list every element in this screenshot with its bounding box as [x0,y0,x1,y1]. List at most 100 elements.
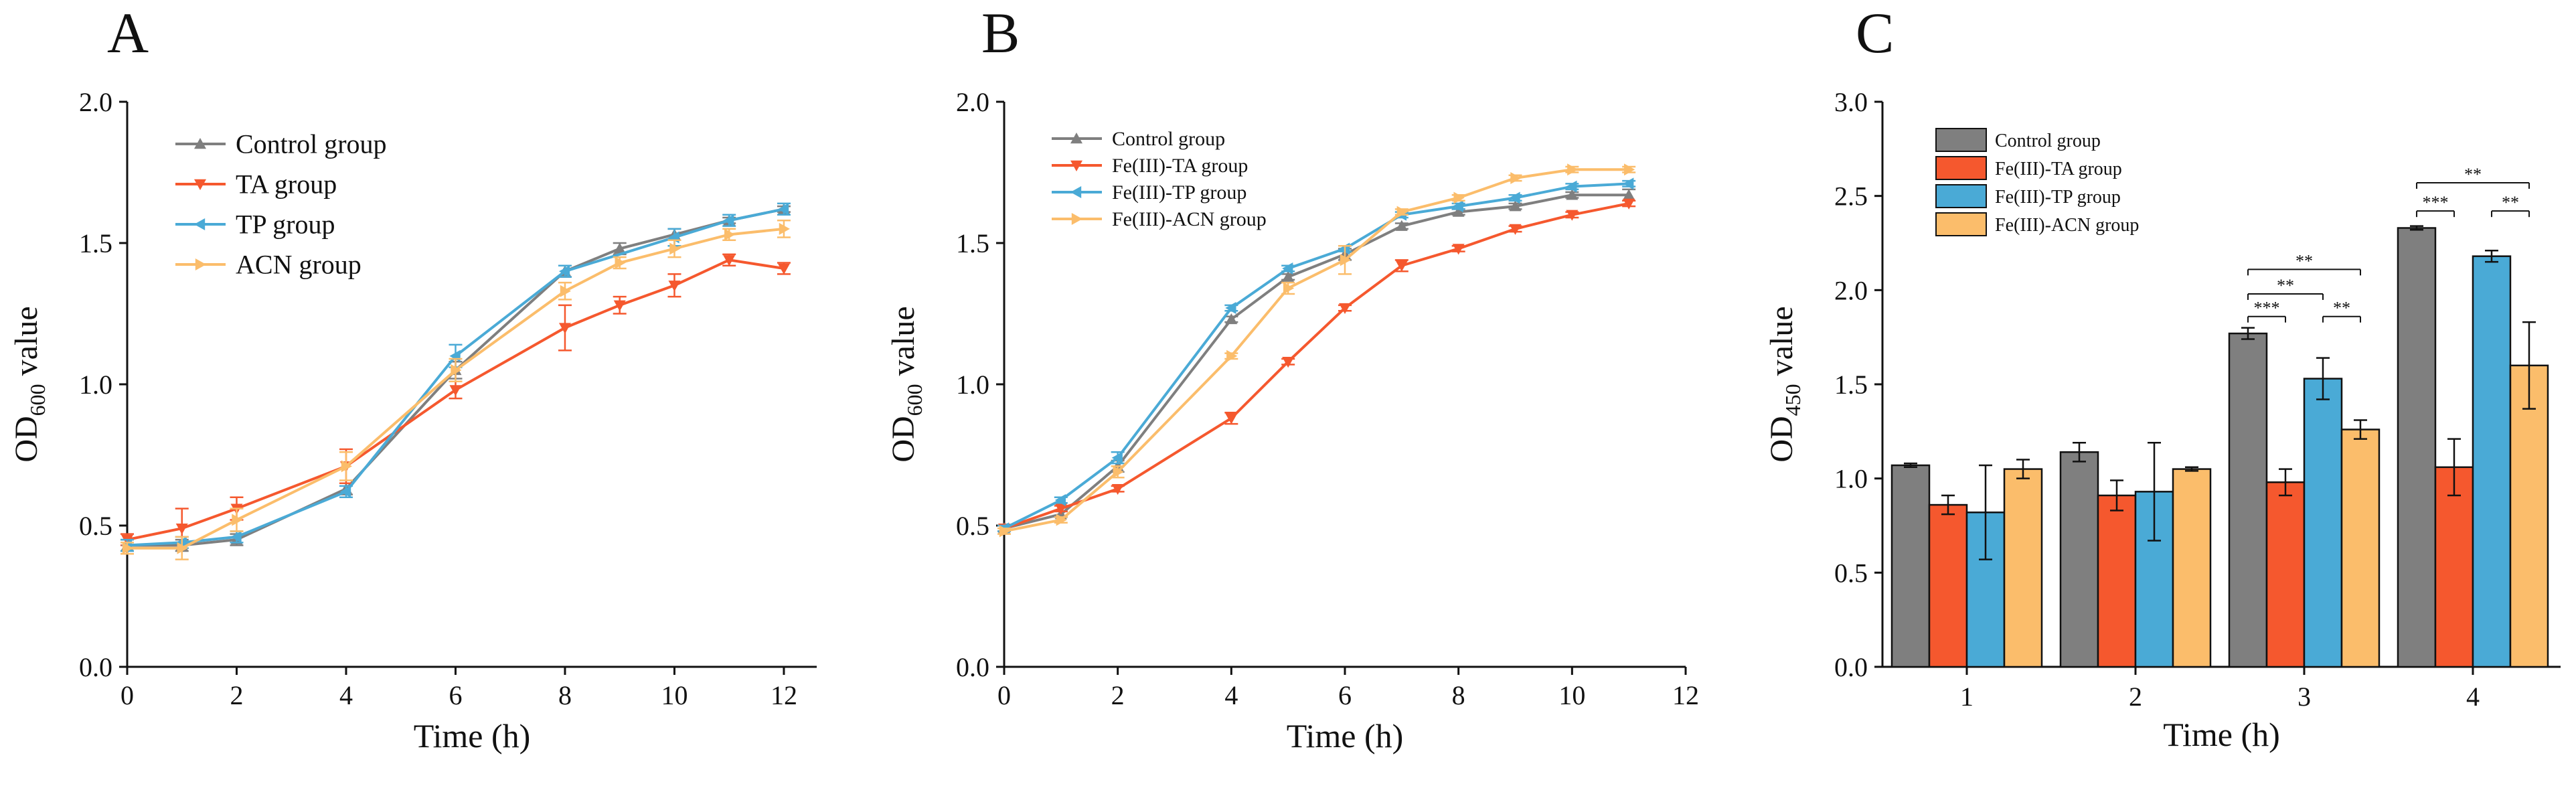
series-control-group [1890,225,2437,668]
panel-a-chart: 0 2 4 6 8 10 12 0.0 0.5 1.0 1.5 2.0 Time (h) OD600 va… [9,87,817,755]
data-point [1566,210,1579,221]
legend-label: Control group [236,129,387,159]
legend-marker [194,138,206,149]
legend-label: Fe(III)-TA group [1112,155,1248,177]
series-fe-iii-tp-group [1965,250,2512,668]
y-axis-title-main: OD [886,416,921,462]
x-tick-label: 10 [1558,680,1585,710]
data-point [1509,200,1522,212]
series-ta-group [120,253,791,550]
data-point [341,460,352,473]
data-point [1283,282,1295,295]
series-line [127,208,785,547]
x-tick-label: 6 [1338,680,1352,710]
legend: Control group TA group TP group ACN group [175,129,387,280]
data-point [1054,494,1066,507]
series-control-group [997,188,1636,534]
bar [2059,451,2099,668]
bar [2228,332,2268,668]
x-tick-label: 4 [2466,682,2480,712]
data-point [779,222,790,235]
data-point [558,265,570,278]
y-axis-title-tail: value [1764,306,1799,384]
y-tick-label: 3.0 [1834,87,1868,117]
y-axis-title-main: OD [9,416,44,462]
legend-swatch [1935,156,1987,180]
data-point [669,242,681,255]
series-line [127,258,785,542]
legend-swatch [1935,128,1987,152]
data-point [1056,514,1067,526]
series-fe-iii-ta-group [1928,438,2474,668]
legend-label: TP group [236,210,335,240]
y-axis-title: OD600 value [886,306,927,462]
data-point [1395,260,1408,272]
data-point [1395,220,1408,231]
y-axis-title-subscript: 600 [25,384,50,416]
data-point [449,385,462,396]
bar [2303,378,2343,668]
data-point [560,285,571,297]
x-axis-title: Time (h) [1287,717,1404,755]
data-point [1054,503,1067,515]
y-axis-title-tail: value [886,306,921,384]
x-tick-label: 1 [1960,682,1974,712]
significance-label: ** [2502,193,2519,212]
series-fe-iii-ta-group [997,198,1636,535]
data-point [232,514,243,526]
y-axis-title: OD600 value [9,306,50,462]
data-point [1111,451,1123,464]
bar [2340,428,2381,668]
data-point [613,300,626,311]
panel-label-a: A [107,1,149,65]
significance-label: *** [2253,299,2279,318]
data-point [1623,198,1635,210]
y-tick-label: 1.5 [79,228,112,258]
series-fe-iii-acn-group [2003,321,2549,668]
data-point [1339,303,1351,315]
x-tick-label: 2 [2129,682,2142,712]
bar [1890,464,1931,668]
y-tick-label: 0.5 [956,511,989,541]
x-tick-label: 3 [2298,682,2311,712]
data-point [1510,171,1522,184]
y-tick-label: 2.5 [1834,181,1868,212]
significance-label: ** [2464,165,2482,184]
legend-marker [194,218,206,230]
data-point [777,263,790,274]
data-point [1111,483,1124,495]
y-tick-label: 0.0 [956,652,989,682]
x-tick-label: 4 [339,680,353,710]
bar [2265,481,2306,668]
data-point [1452,244,1465,255]
x-tick-label: 12 [771,680,797,710]
bar [2434,466,2474,668]
data-point [613,242,626,254]
data-point [1453,191,1465,204]
significance-label: ** [2277,276,2294,295]
legend-marker [1071,213,1082,225]
data-point [668,281,681,292]
series-line [1003,193,1629,530]
legend-label: Fe(III)-TP group [1112,181,1246,204]
x-tick-label: 10 [661,680,688,710]
data-point [999,525,1010,538]
legend-label: ACN group [236,250,361,280]
x-axis-title: Time (h) [414,717,531,755]
y-tick-label: 1.5 [956,228,989,258]
legend-marker [1070,186,1082,198]
y-tick-label: 2.0 [956,87,989,117]
x-tick-label: 6 [449,680,462,710]
legend-label: Fe(III)-ACN group [1112,208,1267,230]
y-axis-title-tail: value [9,306,44,384]
data-point [558,323,571,334]
data-point [1566,180,1577,193]
bar [1928,503,1968,668]
legend-marker [1070,160,1082,171]
x-tick-label: 12 [1672,680,1699,710]
series-line [1003,182,1629,530]
bar [2003,468,2043,668]
x-tick-label: 2 [1111,680,1125,710]
data-point [1623,189,1635,200]
data-point [177,542,188,554]
